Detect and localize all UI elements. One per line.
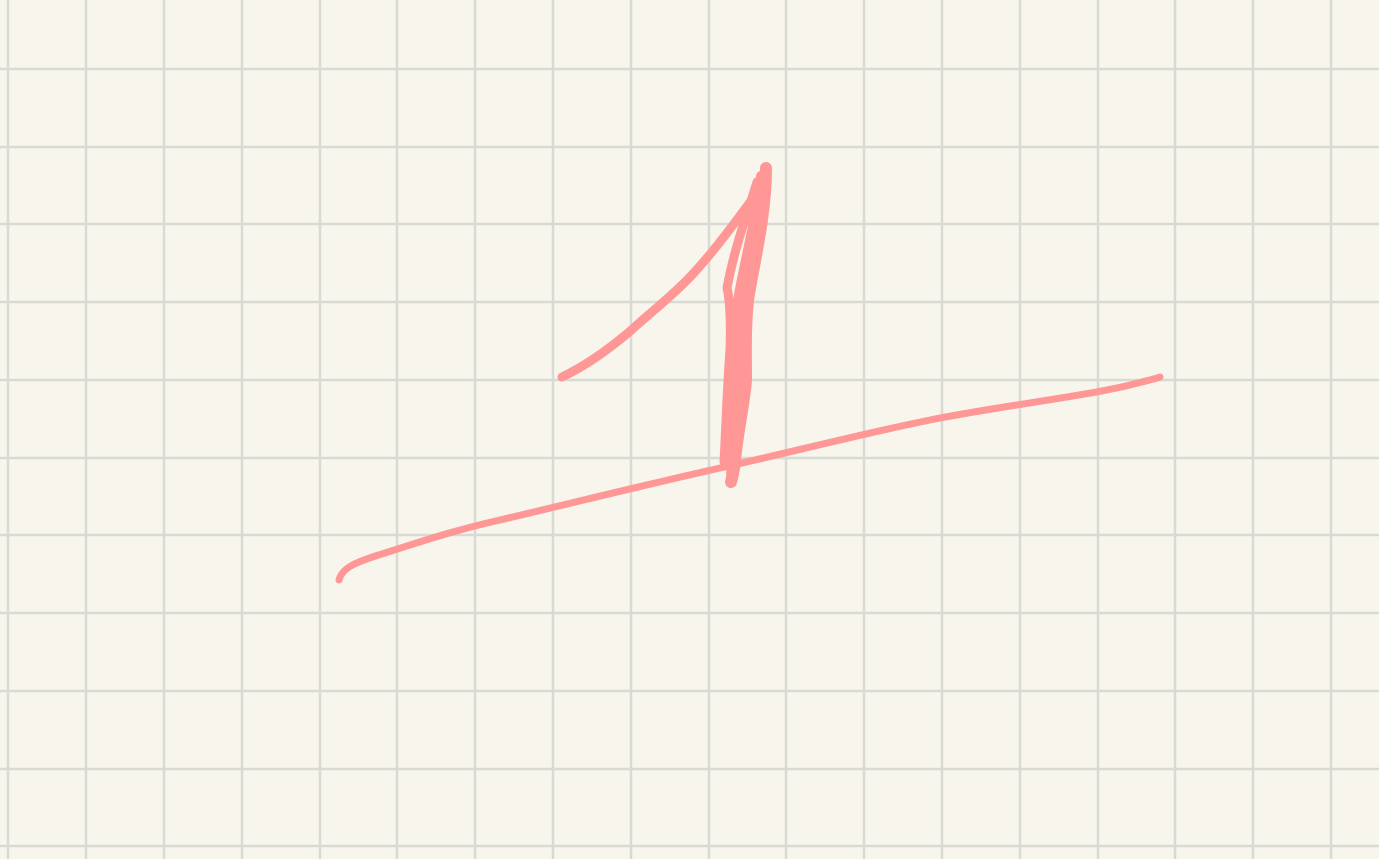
- underline-stroke: [335, 373, 1164, 584]
- numeral-one-stem-left-edge: [719, 177, 762, 467]
- numeral-one-stem-fill: [726, 171, 766, 487]
